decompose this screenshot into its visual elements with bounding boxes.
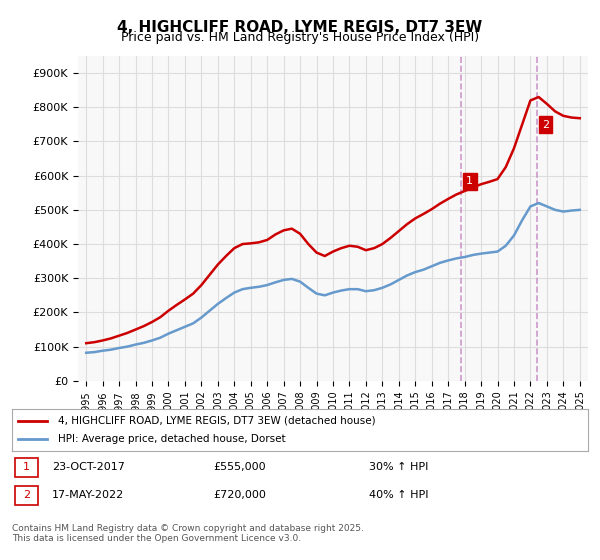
Text: £555,000: £555,000 xyxy=(214,463,266,472)
Text: 17-MAY-2022: 17-MAY-2022 xyxy=(52,491,125,500)
Text: 1: 1 xyxy=(466,176,473,186)
Text: 30% ↑ HPI: 30% ↑ HPI xyxy=(369,463,428,472)
Text: 4, HIGHCLIFF ROAD, LYME REGIS, DT7 3EW: 4, HIGHCLIFF ROAD, LYME REGIS, DT7 3EW xyxy=(118,20,482,35)
Text: 4, HIGHCLIFF ROAD, LYME REGIS, DT7 3EW (detached house): 4, HIGHCLIFF ROAD, LYME REGIS, DT7 3EW (… xyxy=(58,416,376,426)
Text: Contains HM Land Registry data © Crown copyright and database right 2025.
This d: Contains HM Land Registry data © Crown c… xyxy=(12,524,364,543)
Text: £720,000: £720,000 xyxy=(214,491,266,500)
Text: 2: 2 xyxy=(542,120,549,130)
Text: 2: 2 xyxy=(23,491,30,500)
Text: 1: 1 xyxy=(23,463,30,472)
Text: HPI: Average price, detached house, Dorset: HPI: Average price, detached house, Dors… xyxy=(58,434,286,444)
FancyBboxPatch shape xyxy=(15,458,38,477)
Text: Price paid vs. HM Land Registry's House Price Index (HPI): Price paid vs. HM Land Registry's House … xyxy=(121,31,479,44)
FancyBboxPatch shape xyxy=(15,486,38,505)
Text: 23-OCT-2017: 23-OCT-2017 xyxy=(52,463,125,472)
Text: 40% ↑ HPI: 40% ↑ HPI xyxy=(369,491,428,500)
